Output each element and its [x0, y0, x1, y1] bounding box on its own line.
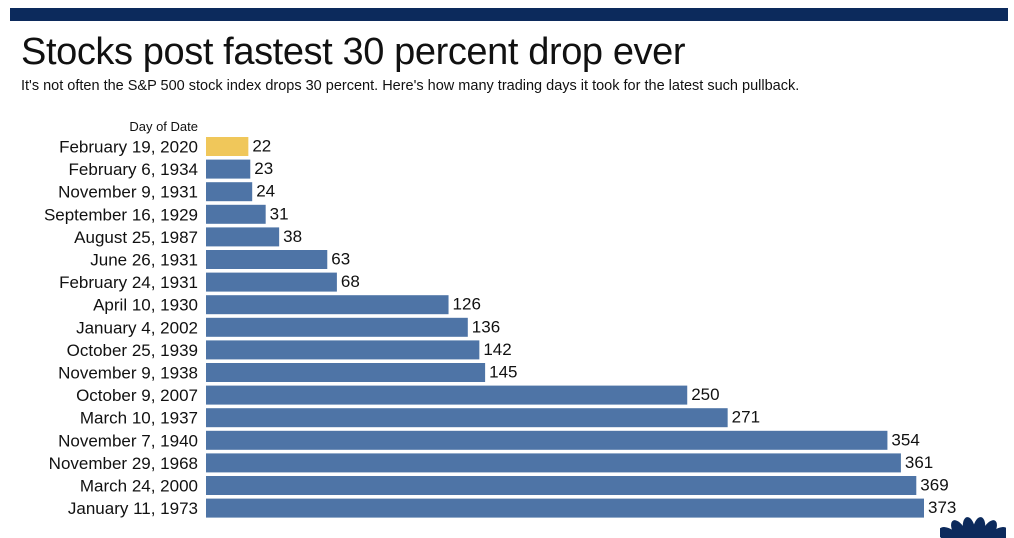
- value-label: 145: [489, 363, 517, 382]
- value-label: 369: [920, 476, 948, 495]
- bar: [206, 453, 901, 473]
- bar: [206, 476, 917, 495]
- category-label: October 25, 1939: [67, 341, 198, 360]
- bar: [206, 204, 266, 224]
- category-axis-header: Day of Date: [129, 119, 198, 134]
- value-label: 38: [283, 227, 302, 246]
- category-label: September 16, 1929: [44, 205, 198, 224]
- bar: [206, 250, 328, 269]
- bar: [206, 498, 924, 518]
- bar: [206, 408, 728, 428]
- value-label: 373: [928, 498, 956, 517]
- value-label: 68: [341, 272, 360, 291]
- value-label: 31: [270, 204, 289, 223]
- bar: [206, 295, 449, 315]
- value-label: 126: [453, 295, 481, 314]
- value-label: 271: [732, 408, 760, 427]
- category-label: November 7, 1940: [58, 431, 198, 450]
- value-label: 63: [331, 250, 350, 269]
- category-label: August 25, 1987: [74, 228, 198, 247]
- category-label: April 10, 1930: [93, 296, 198, 315]
- value-label: 361: [905, 453, 933, 472]
- value-label: 136: [472, 317, 500, 336]
- value-label: 22: [252, 137, 271, 156]
- bar: [206, 430, 888, 450]
- chart-title: Stocks post fastest 30 percent drop ever: [21, 31, 686, 73]
- category-label: February 6, 1934: [69, 160, 198, 179]
- bars-group: February 19, 2020 22 February 6, 1934 23 Nov…: [44, 137, 956, 519]
- bar: [206, 159, 251, 179]
- value-label: 23: [254, 159, 273, 178]
- category-label: October 9, 2007: [76, 386, 198, 405]
- chart-subtitle: It's not often the S&P 500 stock index d…: [21, 78, 800, 94]
- category-label: June 26, 1931: [90, 251, 198, 270]
- value-label: 24: [256, 182, 275, 201]
- bar: [206, 182, 253, 202]
- category-label: March 24, 2000: [80, 477, 198, 496]
- bar: [206, 227, 280, 247]
- bar: [206, 340, 480, 360]
- top-banner-bar: [10, 8, 1008, 21]
- value-label: 142: [483, 340, 511, 359]
- bar: [206, 317, 468, 337]
- category-label: November 9, 1931: [58, 183, 198, 202]
- bar: [206, 272, 337, 292]
- category-label: November 29, 1968: [49, 454, 198, 473]
- value-label: 354: [891, 430, 919, 449]
- peacock-logo-icon: [940, 517, 1006, 538]
- bar: [206, 385, 688, 405]
- category-label: January 4, 2002: [76, 318, 198, 337]
- category-label: November 9, 1938: [58, 364, 198, 383]
- value-label: 250: [691, 385, 719, 404]
- category-label: February 24, 1931: [59, 273, 198, 292]
- category-label: January 11, 1973: [68, 499, 198, 518]
- category-label: March 10, 1937: [80, 409, 198, 428]
- bar: [206, 363, 486, 382]
- highlighted-bar: [206, 137, 249, 156]
- category-label: February 19, 2020: [59, 138, 198, 157]
